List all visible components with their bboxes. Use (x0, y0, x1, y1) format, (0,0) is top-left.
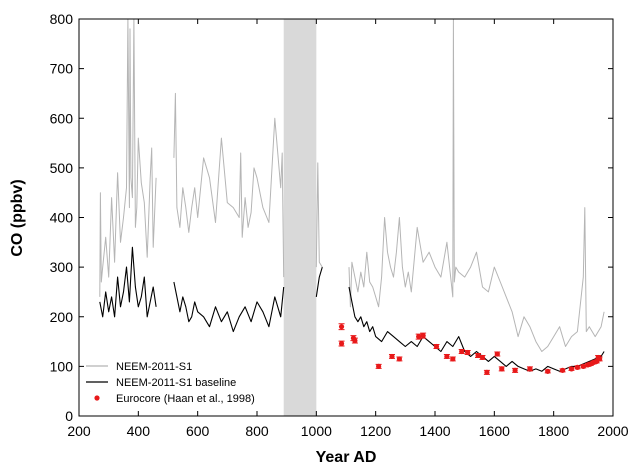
eurocore-marker-19 (512, 367, 518, 373)
eurocore-point-17 (494, 351, 501, 357)
eurocore-marker-5 (389, 353, 395, 360)
series-line-0-segment-2 (315, 162, 323, 268)
x-tick-label-800: 800 (245, 423, 269, 439)
x-tick-label-200: 200 (67, 423, 91, 439)
eurocore-marker-14 (475, 352, 481, 359)
y-tick-label-200: 200 (50, 309, 74, 325)
series-line-1-segment-0 (99, 246, 157, 318)
x-axis-title: Year AD (316, 449, 377, 466)
eurocore-marker-15 (479, 354, 486, 361)
eurocore-marker-21 (545, 368, 551, 374)
eurocore-point-5 (388, 353, 395, 360)
x-tick-label-1200: 1200 (360, 423, 391, 439)
eurocore-point-9 (433, 343, 440, 350)
eurocore-marker-6 (396, 356, 402, 362)
eurocore-point-16 (483, 369, 490, 375)
legend: NEEM-2011-S1 NEEM-2011-S1 baseline Eurocor… (86, 361, 255, 405)
series-line-0-segment-0 (99, 18, 157, 297)
eurocore-marker-22 (559, 367, 566, 373)
x-tick-label-1000: 1000 (301, 423, 332, 439)
legend-label-1: NEEM-2011-S1 baseline (116, 377, 236, 389)
eurocore-point-0 (338, 323, 345, 331)
eurocore-marker-20 (527, 366, 533, 372)
y-tick-label-100: 100 (50, 358, 74, 374)
eurocore-point-21 (544, 368, 551, 374)
series-layer (99, 18, 605, 375)
y-tick-label-600: 600 (50, 110, 74, 126)
eurocore-point-15 (479, 354, 486, 361)
eurocore-marker-17 (494, 351, 500, 357)
eurocore-marker-8 (420, 333, 426, 339)
series-line-0-segment-1 (173, 92, 285, 278)
eurocore-marker-3 (352, 337, 358, 344)
eurocore-marker-23 (568, 366, 575, 372)
series-line-1-segment-1 (173, 281, 285, 333)
eurocore-point-20 (526, 366, 533, 372)
eurocore-point-7 (415, 333, 422, 340)
series-line-0-segment-3 (348, 18, 605, 352)
eurocore-point-12 (458, 348, 465, 355)
eurocore-point-10 (443, 353, 450, 360)
y-axis: 0 100 200 300 400 500 600 700 800 (50, 11, 613, 424)
y-axis-title: CO (ppbv) (9, 179, 26, 256)
eurocore-marker-7 (416, 334, 422, 340)
eurocore-marker-1 (338, 340, 345, 347)
eurocore-marker-0 (338, 324, 345, 330)
eurocore-point-3 (351, 337, 358, 344)
eurocore-point-1 (338, 340, 345, 347)
eurocore-point-8 (420, 332, 427, 339)
eurocore-point-22 (559, 367, 566, 373)
y-tick-label-0: 0 (65, 408, 73, 424)
eurocore-point-31 (596, 356, 603, 362)
x-tick-label-600: 600 (186, 423, 210, 439)
eurocore-marker-31 (597, 356, 603, 362)
eurocore-point-19 (512, 367, 519, 373)
eurocore-point-24 (574, 364, 581, 370)
legend-label-0: NEEM-2011-S1 (116, 361, 192, 373)
y-tick-label-500: 500 (50, 160, 74, 176)
y-tick-label-400: 400 (50, 210, 74, 226)
y-tick-label-700: 700 (50, 61, 74, 77)
eurocore-point-13 (464, 349, 471, 356)
eurocore-point-18 (498, 366, 505, 372)
legend-swatch-2 (94, 395, 100, 401)
eurocore-marker-11 (450, 356, 456, 362)
eurocore-marker-13 (465, 349, 471, 356)
eurocore-marker-24 (574, 364, 581, 370)
y-tick-label-800: 800 (50, 11, 74, 27)
x-axis: 200 400 600 800 1000 1200 1400 1600 1800 2000 (67, 19, 629, 439)
eurocore-point-14 (475, 352, 482, 359)
x-tick-label-2000: 2000 (597, 423, 628, 439)
eurocore-marker-18 (499, 366, 505, 372)
x-tick-label-400: 400 (127, 423, 151, 439)
legend-label-2: Eurocore (Haan et al., 1998) (116, 393, 255, 405)
eurocore-point-11 (449, 356, 456, 362)
plot-frame (78, 18, 614, 417)
x-tick-label-1600: 1600 (479, 423, 510, 439)
eurocore-point-4 (375, 363, 382, 369)
series-line-1-segment-3 (348, 286, 605, 372)
y-tick-label-300: 300 (50, 259, 74, 275)
eurocore-marker-12 (459, 348, 465, 355)
eurocore-point-23 (568, 366, 575, 372)
eurocore-point-6 (396, 356, 403, 362)
eurocore-marker-4 (376, 363, 382, 369)
eurocore-marker-9 (433, 343, 440, 350)
eurocore-marker-10 (444, 353, 450, 360)
eurocore-marker-25 (580, 363, 586, 369)
x-tick-label-1400: 1400 (419, 423, 450, 439)
series-line-1-segment-2 (315, 266, 323, 297)
eurocore-marker-16 (484, 369, 490, 375)
shaded-gap-band (283, 19, 317, 416)
x-tick-label-1800: 1800 (538, 423, 569, 439)
